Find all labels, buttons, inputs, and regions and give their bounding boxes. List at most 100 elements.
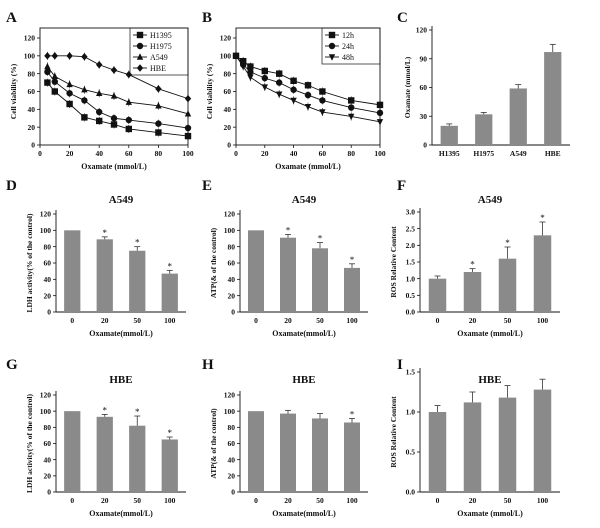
panel-a-legend-entry: H1395 [133,31,172,40]
panel-d-category-label: 20 [101,316,109,325]
panel-h-category-label: 0 [254,496,258,505]
panel-a-ylabel: Cell viability (%) [9,63,18,119]
panel-a-xtick-label: 60 [125,149,133,158]
panel-e-category-label: 20 [284,316,292,325]
panel-a-series-line [47,71,189,129]
panel-g-ytick-label: 0 [47,488,51,497]
panel-e-bar [312,248,328,312]
panel-a-xtick-label: 100 [182,149,194,158]
panel-d: D A549 0 20 40 60 80 100 120 LDH activity(% of th… [6,178,186,338]
panel-g-category-label: 100 [164,496,176,505]
panel-i-category-label: 20 [469,496,477,505]
panel-b-data-point [276,91,283,98]
panel-a-legend-box [129,27,189,76]
panel-f-category-label: 20 [469,316,477,325]
panel-a-data-point [51,88,58,95]
panel-i-bar [498,397,517,492]
panel-e-ytick-label: 100 [224,226,236,235]
panel-d-bar [64,230,81,312]
panel-c-bar [544,52,562,145]
panel-b-data-point [319,88,326,95]
panel-c-ytick-label: 60 [420,83,428,92]
panel-b-data-point [304,103,312,111]
panel-g-ytick-label: 40 [44,455,52,464]
panel-e-category-label: 0 [254,316,258,325]
panel-b-data-point [261,67,268,75]
panel-b-data-point [348,113,355,121]
panel-e-bar [248,230,264,312]
panel-b-label: B [202,10,212,26]
panel-g-significance-star: * [168,428,173,438]
panel-b-data-point [247,74,254,81]
panel-b-xtick-label: 60 [319,149,327,158]
panel-b-data-point [348,97,355,104]
panel-a-ytick-label: 20 [28,123,36,132]
panel-i-bar [463,402,482,492]
panel-g-bar [64,411,81,492]
panel-h-ytick-label: 120 [224,391,236,400]
panel-d-ytick-label: 80 [44,242,52,251]
panel-b-data-point [319,97,326,104]
panel-f-label: F [397,178,406,194]
panel-a-data-point [66,100,73,108]
panel-d-bar [96,239,113,312]
panel-d-ytick-label: 100 [40,226,52,235]
panel-b-xlabel: Oxamate (mmol/L) [275,162,341,171]
panel-a-data-point [96,108,103,116]
panel-c-ylabel: Oxamate (mmol/L) [403,56,412,118]
panel-a-series-hbe [44,51,192,103]
panel-g-title: HBE [109,374,132,386]
panel-h-category-label: 20 [284,496,292,505]
panel-e-significance-star: * [318,234,323,244]
panel-b-data-point [376,101,384,109]
panel-b-frame [235,27,381,146]
panel-b-xtick-label: 0 [234,149,238,158]
panel-e-ylabel: ATP(& of the control) [209,227,218,298]
panel-a-data-point [125,70,132,79]
panel-c-category-label: A549 [510,149,527,158]
panel-f-significance-star: * [470,260,475,270]
panel-a-data-point [96,117,103,125]
panel-g-significance-star: * [135,407,140,417]
panel-a-data-point [81,114,88,121]
panel-c-category-label: H1975 [473,149,494,158]
panel-i-ylabel: ROS Relative Content [389,396,398,468]
panel-d-ytick-label: 40 [44,275,52,284]
panel-h-title: HBE [292,374,315,386]
panel-d-ylabel: LDH activity(% of the control) [25,213,34,313]
panel-b-legend-label: 24h [342,42,354,51]
panel-b-series-48h [232,51,384,126]
panel-a-legend-entry: HBE [133,64,166,73]
panel-e-bar [344,267,360,312]
panel-a-data-point [96,61,103,69]
panel-i-bar [533,389,552,492]
panel-f-ylabel: ROS Relative Content [389,226,398,298]
panel-g-bar [161,439,178,492]
panel-i: I HBE 0.0 0.5 1.0 1.5 ROS Relative Content Oxam… [389,357,560,518]
panel-g-ytick-label: 60 [44,439,52,448]
panel-b-series-line [235,55,381,123]
panel-a-data-point [110,115,118,122]
panel-i-ytick-label: 0.0 [406,488,416,497]
panel-b-ytick-label: 40 [224,105,232,114]
panel-h-ytick-label: 80 [228,423,236,432]
panel-i-category-label: 0 [436,496,440,505]
panel-h-ytick-label: 100 [224,407,236,416]
panel-a-legend-label: H1395 [150,31,172,40]
panel-a-data-point [66,90,73,97]
panel-a-xlabel: Oxamate (mmol/L) [81,162,147,171]
panel-d-xlabel: Oxamate(mmol/L) [89,329,153,338]
panel-i-label: I [397,357,403,373]
panel-d-category-label: 0 [70,316,74,325]
panel-a-data-point [125,98,132,105]
panel-a-ytick-label: 0 [31,141,35,150]
panel-b-data-point [319,109,326,116]
panel-a-data-point [66,52,73,60]
panel-b-xtick-label: 100 [374,149,386,158]
panel-f-ytick-label: 0.0 [406,308,416,317]
panel-b-data-point [376,119,384,126]
panel-a-xtick-label: 20 [66,149,74,158]
panel-b-ytick-label: 120 [220,34,232,43]
panel-a-ytick-label: 100 [24,51,36,60]
panel-f-bar [463,272,482,312]
